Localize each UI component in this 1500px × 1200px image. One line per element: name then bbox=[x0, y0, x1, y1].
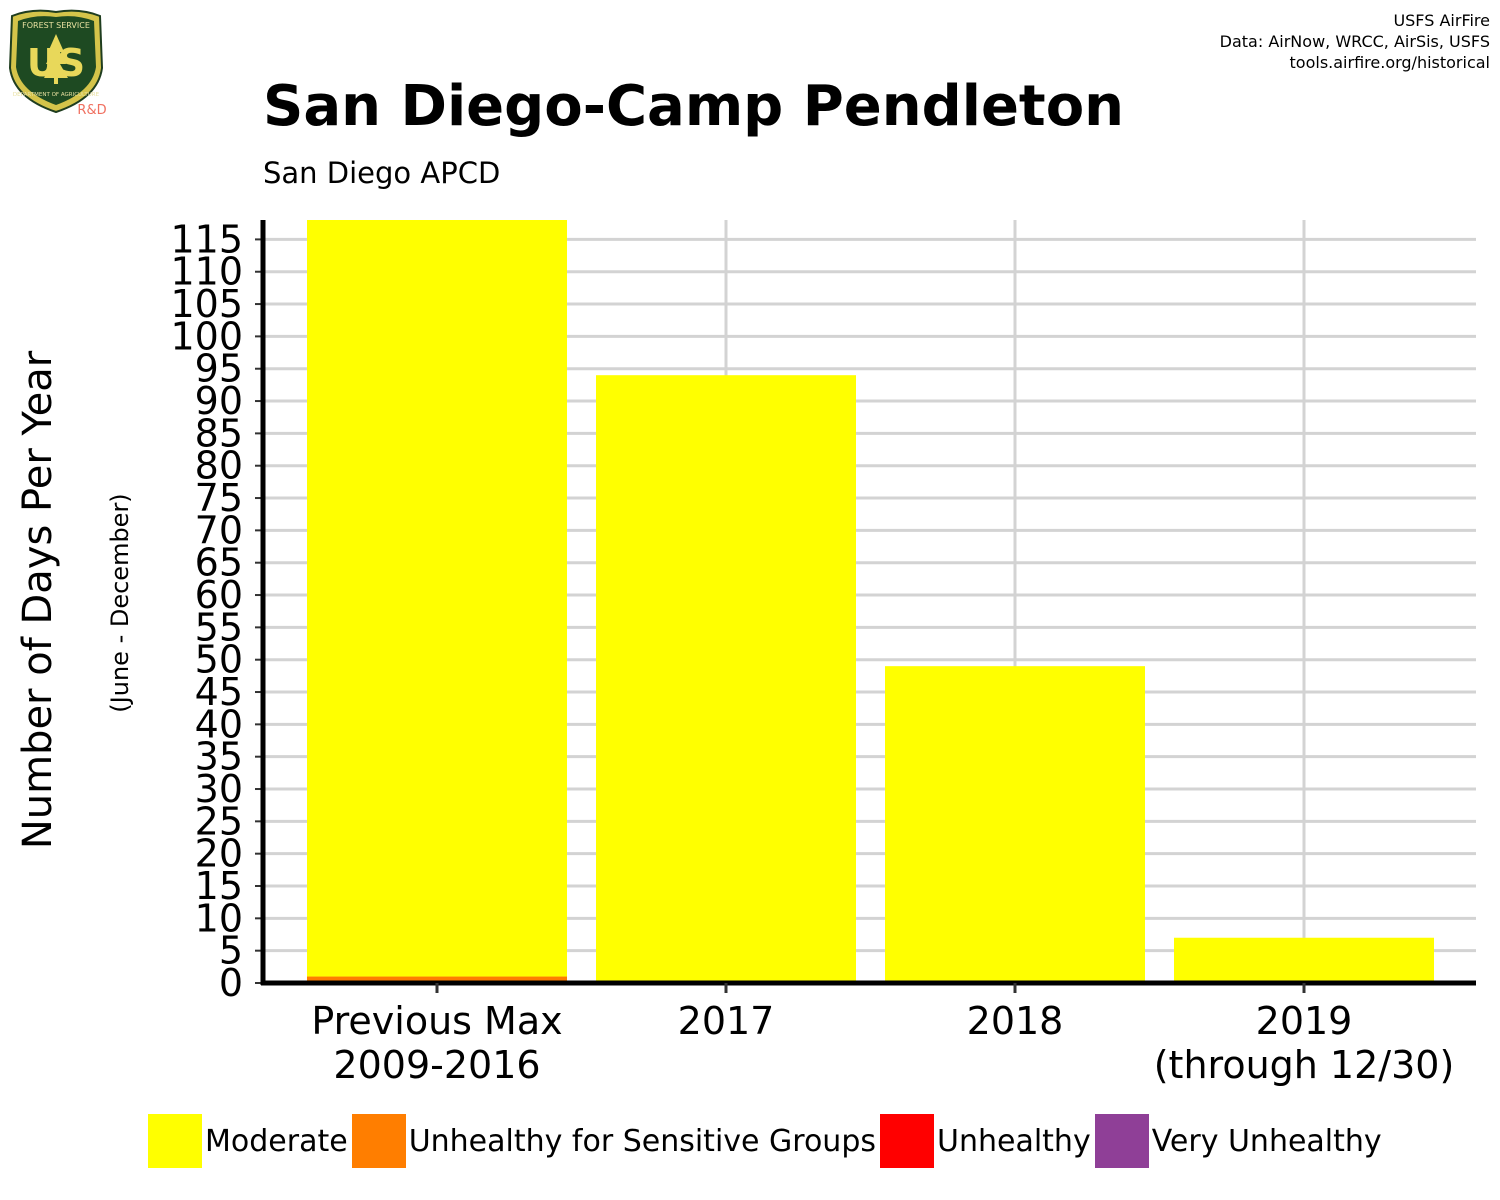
tree-icon bbox=[44, 34, 68, 78]
y-tick-label: 20 bbox=[195, 832, 243, 876]
x-tick-label: 2018 bbox=[967, 999, 1064, 1043]
y-tick-label: 60 bbox=[195, 573, 243, 617]
legend-item: Moderate bbox=[148, 1114, 348, 1168]
forest-service-logo: FOREST SERVICE US DEPARTMENT OF AGRICULT… bbox=[6, 6, 112, 118]
y-tick-label: 110 bbox=[170, 250, 243, 294]
x-tick-label: 2009-2016 bbox=[333, 1043, 540, 1087]
legend-item: Unhealthy for Sensitive Groups bbox=[351, 1114, 876, 1168]
bar-moderate bbox=[885, 666, 1145, 983]
logo-bottom-text: DEPARTMENT OF AGRICULTURE bbox=[13, 92, 100, 98]
credits: USFS AirFire Data: AirNow, WRCC, AirSis,… bbox=[1220, 10, 1490, 73]
x-tick-label: (through 12/30) bbox=[1154, 1043, 1455, 1087]
y-tick-label: 90 bbox=[195, 379, 243, 423]
y-tick-label: 70 bbox=[195, 508, 243, 552]
legend-swatch bbox=[148, 1114, 202, 1168]
x-tick-label: 2019 bbox=[1256, 999, 1353, 1043]
y-tick-label: 80 bbox=[195, 444, 243, 488]
x-tick-label: Previous Max bbox=[311, 999, 562, 1043]
chart-subtitle: San Diego APCD bbox=[263, 156, 501, 190]
y-tick-label: 75 bbox=[195, 476, 243, 520]
y-tick-label: 55 bbox=[195, 605, 243, 649]
legend-item: Unhealthy bbox=[880, 1114, 1091, 1168]
y-tick-label: 100 bbox=[170, 314, 243, 358]
y-tick-label: 0 bbox=[219, 961, 243, 1005]
y-tick-label: 50 bbox=[195, 638, 243, 682]
y-tick-label: 35 bbox=[195, 735, 243, 779]
legend-label: Moderate bbox=[205, 1123, 348, 1159]
credit-line: tools.airfire.org/historical bbox=[1289, 53, 1490, 72]
y-tick-label: 85 bbox=[195, 411, 243, 455]
legend-label: Very Unhealthy bbox=[1151, 1123, 1382, 1159]
bar-moderate bbox=[596, 375, 856, 984]
legend-swatch bbox=[351, 1114, 406, 1168]
logo-badge-text: R&D bbox=[77, 103, 106, 118]
credit-line: Data: AirNow, WRCC, AirSis, USFS bbox=[1219, 32, 1490, 51]
y-tick-label: 115 bbox=[170, 217, 243, 261]
y-tick-label: 40 bbox=[195, 702, 243, 746]
legend-item: Very Unhealthy bbox=[1094, 1114, 1382, 1168]
y-tick-label: 30 bbox=[195, 767, 243, 811]
legend: Moderate Unhealthy for Sensitive Groups Un… bbox=[148, 1113, 1386, 1169]
y-tick-label: 95 bbox=[195, 347, 243, 391]
bar-unhealthy-for-sensitive-groups bbox=[307, 976, 567, 983]
bar-moderate bbox=[307, 220, 567, 977]
legend-label: Unhealthy for Sensitive Groups bbox=[408, 1123, 876, 1159]
legend-swatch bbox=[880, 1114, 934, 1168]
legend-swatch bbox=[1094, 1114, 1149, 1168]
y-tick-label: 10 bbox=[195, 896, 243, 940]
y-tick-label: 45 bbox=[195, 670, 243, 714]
x-tick-label: 2017 bbox=[678, 999, 775, 1043]
y-tick-label: 25 bbox=[195, 799, 243, 843]
legend-label: Unhealthy bbox=[937, 1123, 1091, 1159]
y-tick-label: 105 bbox=[170, 282, 243, 326]
y-tick-label: 65 bbox=[195, 541, 243, 585]
bar-moderate bbox=[1174, 937, 1434, 983]
y-tick-label: 15 bbox=[195, 864, 243, 908]
logo-top-text: FOREST SERVICE bbox=[22, 21, 90, 30]
credit-line: USFS AirFire bbox=[1393, 11, 1490, 30]
chart-title: San Diego-Camp Pendleton bbox=[263, 74, 1125, 139]
y-tick-label: 5 bbox=[219, 929, 243, 973]
